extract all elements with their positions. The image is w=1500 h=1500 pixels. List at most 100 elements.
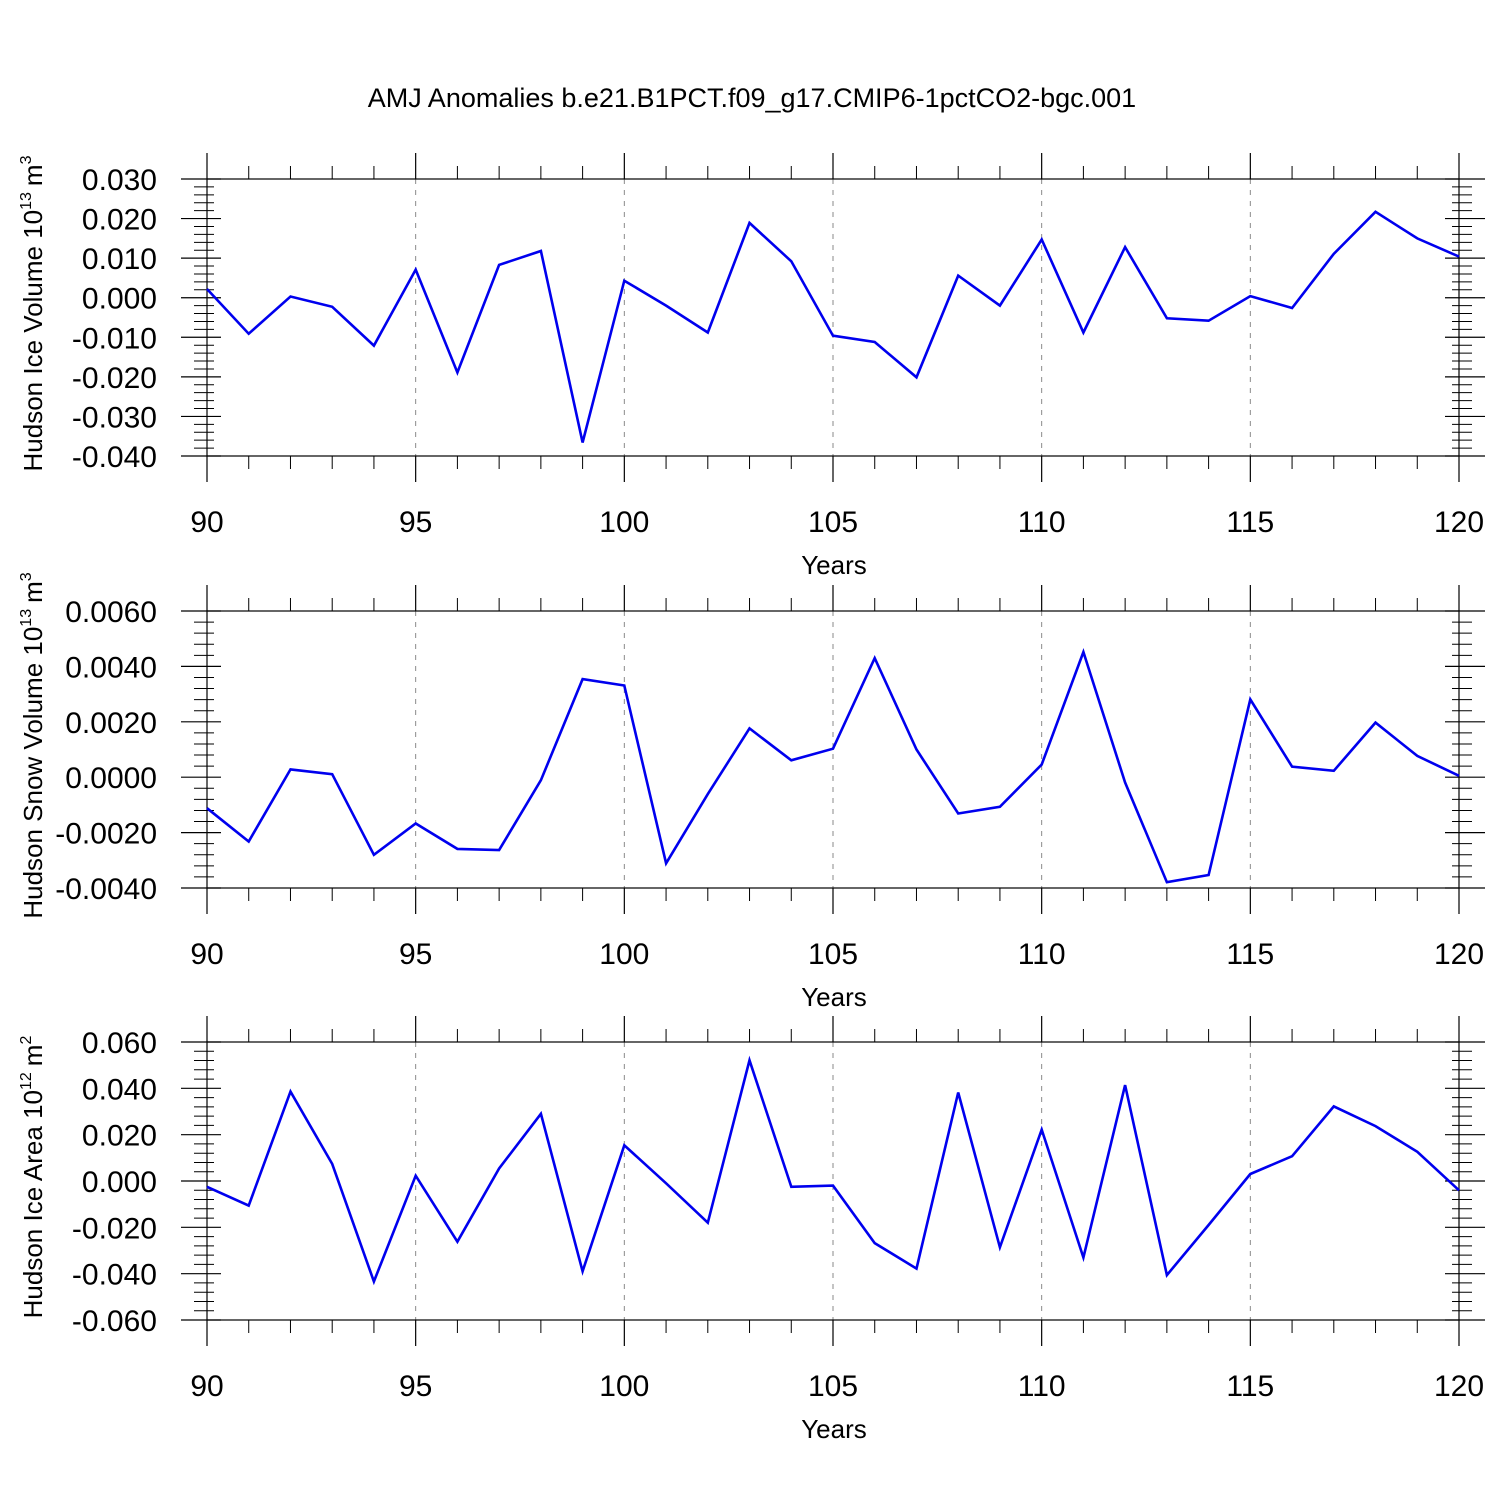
panel-2-y-tick-label: -0.0040	[55, 873, 157, 906]
panel-3-data-point	[1248, 1172, 1252, 1176]
panel-2-x-tick-label: 110	[1018, 938, 1066, 971]
panel-1-data-point	[956, 274, 960, 278]
panel-1-data-point	[622, 279, 626, 283]
panel-2-data-point	[288, 767, 292, 771]
panel-3-x-tick-label: 110	[1018, 1370, 1066, 1403]
panels: 90 95 100 105 110 115 120 -0.040 -0.030 -0.020 -0.…	[18, 153, 1485, 1444]
panel-1-data-point	[1332, 252, 1336, 256]
panel-1-data-point	[914, 375, 918, 379]
panel-3-x-tick-label: 120	[1434, 1370, 1484, 1403]
panel-2-x-tick-label: 95	[399, 938, 432, 971]
panel-3-y-axis-title-unit: m	[18, 1045, 48, 1067]
panel-1-data-point	[372, 344, 376, 348]
panel-3-y-axis-title-unit-exponent: 2	[18, 1036, 35, 1045]
panel-3-data-point	[497, 1166, 501, 1170]
panel-1-data-point	[247, 332, 251, 336]
panel-1-data-point	[288, 295, 292, 299]
panel-1-y-tick-label: 0.020	[82, 204, 157, 237]
panel-1-x-tick-label: 105	[808, 506, 858, 539]
panel-2-data-point	[706, 792, 710, 796]
panel-2-data-point	[789, 758, 793, 762]
panel-2-x-tick-label: 105	[808, 938, 858, 971]
panel-1-x-tick-label: 115	[1226, 506, 1274, 539]
panel-3-data-point	[1415, 1150, 1419, 1154]
panel-2-y-tick-label: 0.0040	[65, 651, 157, 684]
panel-3-data-point	[581, 1269, 585, 1273]
panel-2-y-axis-title-unit-exponent: 3	[18, 572, 35, 581]
panel-1-y-tick-label: 0.030	[82, 164, 157, 197]
panel-2-data-point	[1165, 880, 1169, 884]
panel-2-y-axis-title-exponent: 13	[18, 609, 35, 627]
panel-1-data-point	[1040, 238, 1044, 242]
panel-2-x-tick-label: 115	[1226, 938, 1274, 971]
panel-3-data-point	[1332, 1104, 1336, 1108]
panel-3-series-line	[206, 1055, 1460, 1286]
panel-1-y-tick-label: -0.040	[72, 441, 157, 474]
panel-1-data-point	[1457, 255, 1461, 259]
panel-3-y-axis-title-text: Hudson Ice Area 10	[18, 1090, 48, 1318]
panel-1-x-axis-title: Years	[801, 550, 867, 580]
panel-3-x-tick-label: 115	[1226, 1370, 1274, 1403]
panel-2-y-axis-title: Hudson Snow Volume 1013 m3	[18, 572, 48, 918]
panel-3-data-point	[372, 1280, 376, 1284]
panel-2-data-point	[1248, 697, 1252, 701]
panel-1-y-tick-label: 0.000	[82, 283, 157, 316]
panel-2-y-axis-title-unit: m	[18, 581, 48, 603]
panel-1-data-point	[789, 259, 793, 263]
panel-2-data-point	[455, 847, 459, 851]
panel-1-x-tick-label: 95	[399, 506, 432, 539]
panel-2-data-point	[1374, 721, 1378, 725]
panel-1-data-point	[455, 371, 459, 375]
panel-3-x-tick-label: 95	[399, 1370, 432, 1403]
panel-2-data-point	[1207, 873, 1211, 877]
panel-2-series-line	[206, 648, 1460, 884]
panel-3-data-point	[1165, 1273, 1169, 1277]
panel-2-y-tick-label: 0.0020	[65, 707, 157, 740]
panel-2-y-axis-title-text: Hudson Snow Volume 10	[18, 627, 48, 919]
panel-3-data-point	[748, 1058, 752, 1062]
panel-1-data-point	[330, 305, 334, 309]
panel-2-data-point	[414, 821, 418, 825]
panel-3-y-tick-label: 0.040	[82, 1073, 157, 1106]
panel-3-data-point	[205, 1185, 209, 1189]
panel-3-y-tick-label: 0.020	[82, 1120, 157, 1153]
panel-2-data-point	[1081, 650, 1085, 654]
panel-1-data-point	[1415, 236, 1419, 240]
panel-1-y-axis-title: Hudson Ice Volume 1013 m3	[18, 155, 48, 471]
panel-1-x-tick-label: 110	[1018, 506, 1066, 539]
panel-2-y-tick-label: 0.0000	[65, 762, 157, 795]
panel-3-data-point	[873, 1241, 877, 1245]
panel-2-data-point	[622, 684, 626, 688]
chart-panel-2: 90 95 100 105 110 115 120 -0.0040 -0.0020 0.0000 0…	[18, 572, 1485, 1012]
panel-3-data-point	[1290, 1154, 1294, 1158]
panel-1-data-point	[205, 287, 209, 291]
panel-3-data-point	[789, 1185, 793, 1189]
panel-1-x-tick-label: 90	[190, 506, 223, 539]
panel-3-data-point	[622, 1143, 626, 1147]
panel-1-y-tick-label: -0.010	[72, 322, 157, 355]
panel-1-data-point	[1207, 319, 1211, 323]
panel-3-y-tick-label: -0.020	[72, 1212, 157, 1245]
panel-3-y-tick-label: -0.060	[72, 1305, 157, 1338]
panel-1-data-point	[873, 340, 877, 344]
panel-1-data-point	[998, 304, 1002, 308]
panel-1-data-point	[539, 249, 543, 253]
panel-2-data-point	[497, 848, 501, 852]
panel-3-data-point	[914, 1267, 918, 1271]
panel-1-data-point	[1290, 306, 1294, 310]
panel-1-data-point	[497, 263, 501, 267]
panel-1-y-tick-label: -0.020	[72, 362, 157, 395]
panel-2-data-point	[539, 778, 543, 782]
panel-3-data-point	[1374, 1124, 1378, 1128]
panel-2-data-point	[330, 772, 334, 776]
panel-3-data-point	[1123, 1083, 1127, 1087]
panel-3-data-point	[247, 1204, 251, 1208]
panel-2-data-point	[998, 805, 1002, 809]
panel-1-data-point	[414, 268, 418, 272]
panel-3-data-point	[664, 1181, 668, 1185]
panel-2-data-point	[1415, 754, 1419, 758]
figure-title: AMJ Anomalies b.e21.B1PCT.f09_g17.CMIP6-…	[368, 83, 1136, 113]
panel-2-data-point	[914, 748, 918, 752]
panel-2-data-point	[873, 656, 877, 660]
